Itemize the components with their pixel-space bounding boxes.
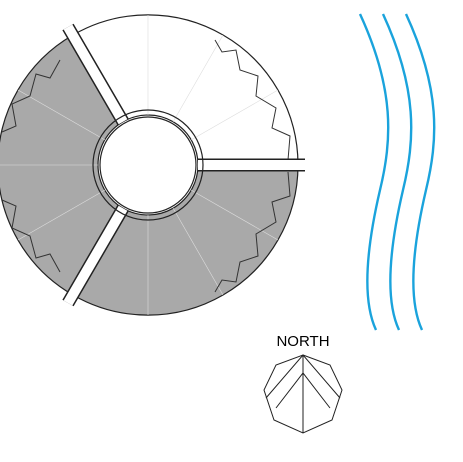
north-arrow xyxy=(263,354,343,434)
dividers xyxy=(62,23,305,307)
sector-top xyxy=(72,14,299,166)
north-label: NORTH xyxy=(276,333,329,350)
sector-right xyxy=(72,164,299,316)
radial-lines xyxy=(0,15,279,315)
round-building xyxy=(0,14,305,316)
stepped-walls xyxy=(1,39,291,293)
river xyxy=(358,13,436,331)
core xyxy=(99,116,197,214)
core-ring xyxy=(92,109,204,221)
